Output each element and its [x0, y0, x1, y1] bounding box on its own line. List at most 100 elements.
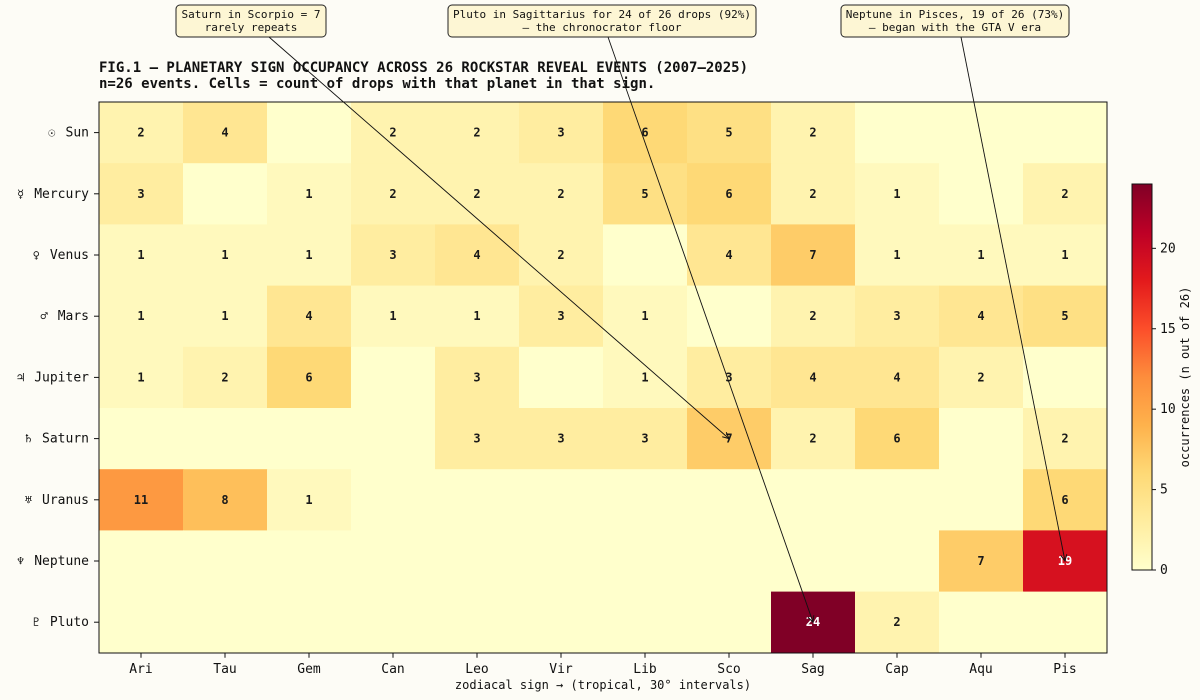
cell-value-label: 1 [1061, 248, 1068, 262]
x-tick-label: Gem [297, 662, 321, 677]
cell-mars-lib [603, 285, 688, 348]
colorbar-tick-label: 15 [1160, 322, 1176, 337]
y-tick-label: ♀ Venus [33, 248, 89, 263]
y-axis-ticks: ☉ Sun ☿ Mercury ♀ Venus ♂ Mars ♃ Jupiter ♄ Saturn ♅ U… [17, 126, 99, 630]
y-tick-label: ♃ Jupiter [17, 370, 89, 385]
cell-mercury-ari [99, 163, 184, 225]
cell-uranus-can [351, 469, 436, 531]
cell-uranus-tau [183, 469, 268, 531]
cell-value-label: 6 [1061, 493, 1068, 507]
cell-sun-sco [687, 102, 772, 164]
cell-saturn-lib [603, 408, 688, 470]
cell-uranus-gem [267, 469, 352, 531]
planet-name: Mercury [34, 187, 89, 202]
cell-neptune-aqu [939, 530, 1024, 593]
planet-symbol: ♅ [25, 493, 32, 507]
cell-pluto-leo [435, 591, 520, 654]
planet-name: Jupiter [34, 370, 89, 385]
cell-jupiter-aqu [939, 346, 1024, 409]
planet-symbol: ♂ [40, 309, 47, 323]
annotation-box [840, 4, 1070, 38]
planet-name: Sun [66, 126, 89, 141]
annotation-arrow [268, 36, 730, 439]
cell-neptune-ari [99, 530, 184, 593]
x-axis-ticks: Ari Tau Gem Can Leo Vir Lib Sco Sag Cap Aqu Pis [129, 652, 1077, 677]
cell-value-label: 7 [809, 248, 816, 262]
cell-venus-lib [603, 224, 688, 287]
planet-symbol: ♆ [17, 554, 24, 568]
annotation-text: — the chronocrator floor [523, 21, 682, 34]
x-tick-label: Lib [633, 662, 657, 677]
cell-sun-pis [1023, 102, 1108, 164]
x-tick-label: Cap [885, 662, 909, 677]
annotation-text: rarely repeats [205, 21, 298, 34]
cell-value-label: 1 [221, 309, 228, 323]
cell-value-label: 3 [473, 432, 480, 446]
annotation-arrowhead [807, 615, 815, 624]
x-tick-label: Pis [1053, 662, 1076, 677]
annotation-box [447, 4, 757, 38]
planet-symbol: ☿ [17, 187, 24, 201]
x-tick-label: Sag [801, 662, 824, 677]
cell-jupiter-gem [267, 346, 352, 409]
cell-venus-vir [519, 224, 604, 287]
cell-value-label: 2 [389, 126, 396, 140]
heatmap-cells [99, 102, 1108, 654]
cell-value-label: 2 [893, 615, 900, 629]
cell-pluto-pis [1023, 591, 1108, 654]
cell-pluto-tau [183, 591, 268, 654]
cell-value-label: 4 [473, 248, 480, 262]
cell-uranus-cap [855, 469, 940, 531]
planet-symbol: ☉ [48, 126, 55, 140]
y-tick-label: ♄ Saturn [25, 432, 89, 447]
cell-mars-can [351, 285, 436, 348]
cell-mercury-lib [603, 163, 688, 225]
cell-uranus-pis [1023, 469, 1108, 531]
cell-value-label: 2 [809, 432, 816, 446]
planet-name: Saturn [42, 432, 89, 447]
cell-value-label: 4 [809, 370, 816, 384]
cell-uranus-sag [771, 469, 856, 531]
cell-value-label: 3 [389, 248, 396, 262]
cell-mars-tau [183, 285, 268, 348]
cell-venus-cap [855, 224, 940, 287]
cell-value-label: 5 [1061, 309, 1068, 323]
y-tick-label: ☿ Mercury [17, 187, 89, 202]
cell-value-label: 2 [473, 187, 480, 201]
cell-mars-cap [855, 285, 940, 348]
annotation-box [175, 4, 327, 38]
cell-value-label: 6 [893, 432, 900, 446]
cell-sun-leo [435, 102, 520, 164]
cell-neptune-sag [771, 530, 856, 593]
planet-symbol: ♇ [33, 615, 40, 629]
annotation-text: Saturn in Scorpio = 7 [181, 8, 320, 21]
planet-symbol: ♃ [17, 370, 24, 384]
cell-value-label: 2 [557, 248, 564, 262]
cell-saturn-vir [519, 408, 604, 470]
cell-value-label: 4 [977, 309, 984, 323]
cell-pluto-cap [855, 591, 940, 654]
cell-value-label: 5 [725, 126, 732, 140]
cell-value-label: 4 [893, 370, 900, 384]
annotation-text: Neptune in Pisces, 19 of 26 (73%) [846, 8, 1065, 21]
cell-value-label: 3 [725, 370, 732, 384]
planet-symbol: ♄ [25, 432, 32, 446]
cell-value-label: 3 [137, 187, 144, 201]
colorbar: 0 5 10 15 20 occurrences (n out of 26) [1131, 183, 1192, 578]
cell-venus-ari [99, 224, 184, 287]
cell-venus-pis [1023, 224, 1108, 287]
annotation-arrowhead [722, 431, 730, 440]
cell-pluto-can [351, 591, 436, 654]
cell-saturn-can [351, 408, 436, 470]
planet-name: Uranus [42, 493, 89, 508]
cell-mars-gem [267, 285, 352, 348]
cell-mars-sco [687, 285, 772, 348]
x-tick-label: Vir [549, 662, 573, 677]
cell-uranus-ari [99, 469, 184, 531]
cell-saturn-aqu [939, 408, 1024, 470]
cell-pluto-sco [687, 591, 772, 654]
cell-mercury-aqu [939, 163, 1024, 225]
cell-venus-aqu [939, 224, 1024, 287]
